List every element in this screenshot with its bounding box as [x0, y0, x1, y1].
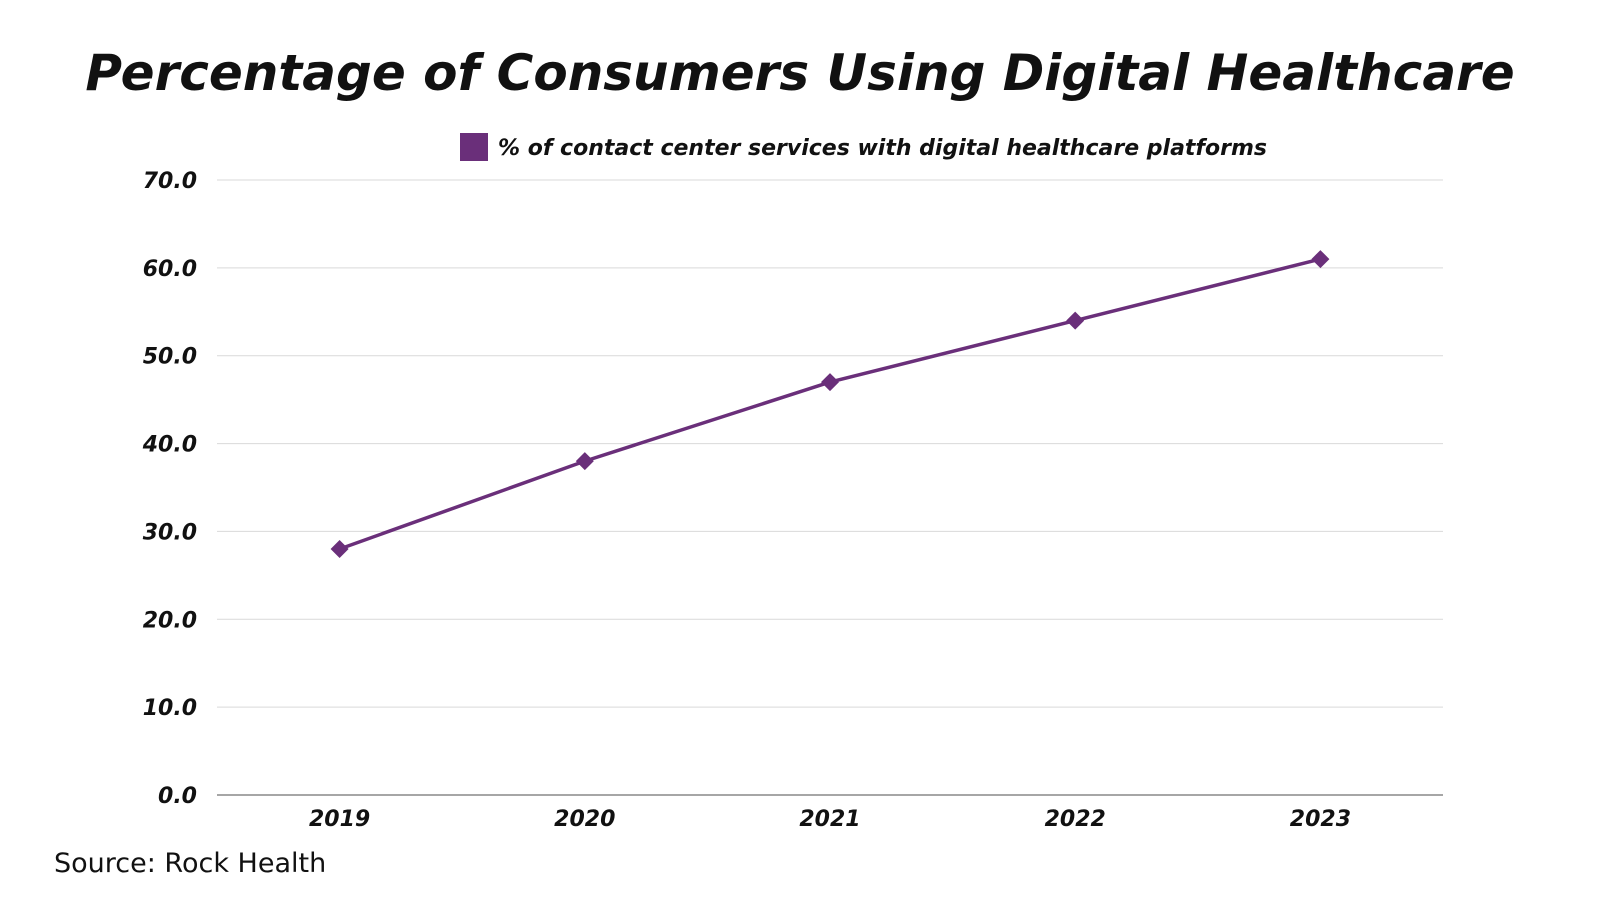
y-tick-label: 10.0 [143, 696, 197, 721]
data-point-2019 [330, 540, 349, 558]
y-axis: 0.0 10.0 20.0 30.0 40.0 50.0 60.0 70.0 [142, 169, 197, 809]
legend: % of contact center services with digita… [460, 133, 1267, 161]
y-tick-label: 20.0 [143, 608, 197, 633]
y-tick-label: 0.0 [158, 784, 197, 809]
y-tick-label: 40.0 [142, 433, 197, 458]
x-tick-label: 2019 [309, 807, 370, 832]
series-layer [330, 250, 1330, 558]
data-point-2020 [575, 452, 594, 471]
x-tick-label: 2023 [1290, 807, 1351, 832]
y-tick-label: 30.0 [143, 520, 197, 545]
x-axis: 2019 2020 2021 2022 2023 [309, 807, 1351, 832]
series-line [339, 257, 1321, 551]
x-tick-label: 2020 [554, 807, 615, 832]
data-point-2021 [821, 373, 839, 392]
data-point-2022 [1066, 311, 1085, 330]
y-tick-label: 60.0 [143, 257, 197, 282]
x-tick-label: 2021 [799, 807, 860, 832]
y-tick-label: 70.0 [143, 169, 197, 194]
source-note: Source: Rock Health [54, 848, 326, 879]
data-point-2023 [1311, 250, 1330, 269]
legend-label: % of contact center services with digita… [498, 136, 1267, 161]
gridlines [217, 179, 1443, 796]
chart-title: Percentage of Consumers Using Digital He… [85, 44, 1514, 102]
y-tick-label: 50.0 [143, 345, 197, 370]
x-tick-label: 2022 [1045, 807, 1106, 832]
legend-swatch [460, 133, 488, 161]
